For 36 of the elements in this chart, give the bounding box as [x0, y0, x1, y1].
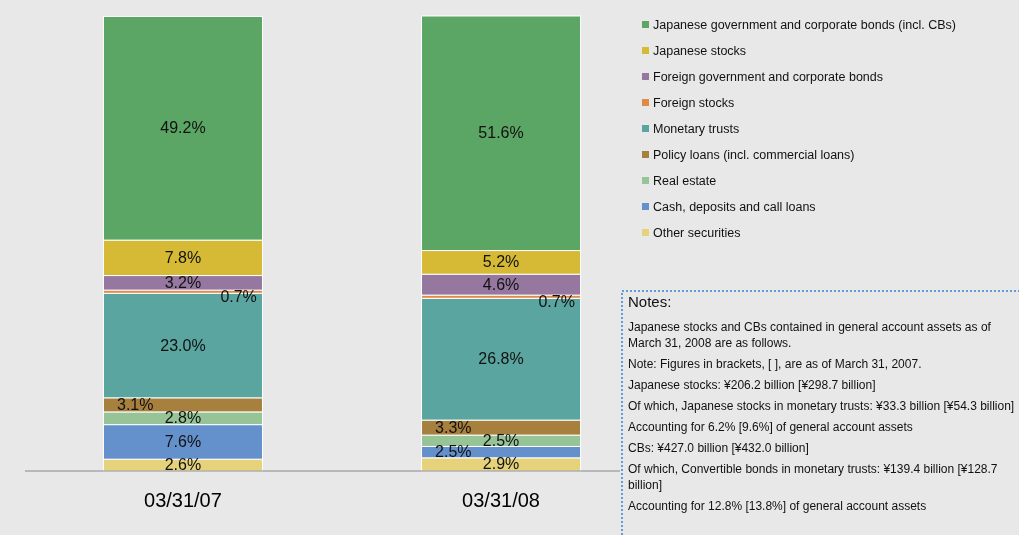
legend-label: Other securities: [653, 226, 741, 240]
legend-label: Real estate: [653, 174, 717, 188]
legend-label: Foreign stocks: [653, 96, 735, 110]
text: Of which, Convertible bonds in monetary trusts: ¥139.4 billion [¥128.7 billion]: [628, 462, 998, 492]
data-label: 51.6%: [478, 124, 524, 142]
x-tick-label: 03/31/08: [462, 489, 540, 511]
text: Note: Figures in brackets, [ ], are as of March 31, 2007.: [628, 357, 922, 371]
data-label: 2.9%: [482, 455, 520, 473]
legend-label: Japanese government and corporate bonds (incl. CBs): [653, 18, 956, 32]
data-label: 7.8%: [164, 248, 202, 266]
text: Accounting for 6.2% [9.6%] of general account assets: [628, 420, 913, 434]
data-label: 5.2%: [482, 253, 520, 271]
x-tick-label: 03/31/07: [144, 489, 222, 511]
data-label: 2.6%: [164, 456, 202, 474]
text: Notes:: [628, 293, 672, 310]
data-label: 4.6%: [482, 275, 520, 293]
data-label: 2.8%: [164, 409, 202, 427]
legend-label: Policy loans (incl. commercial loans): [653, 148, 855, 162]
data-label: 2.5%: [435, 443, 472, 461]
legend-label: Japanese stocks: [653, 44, 747, 58]
text: CBs: ¥427.0 billion [¥432.0 billion]: [628, 441, 809, 455]
data-label: 2.5%: [482, 431, 520, 449]
data-label: 3.1%: [117, 395, 154, 413]
text: Of which, Japanese stocks in monetary trusts: ¥33.3 billion [¥54.3 billion]: [628, 399, 1015, 413]
legend-label: Monetary trusts: [653, 122, 740, 136]
data-label: 3.3%: [435, 418, 472, 436]
data-label: 7.6%: [164, 432, 202, 450]
text: Japanese stocks: ¥206.2 billion [¥298.7 billion]: [628, 378, 876, 392]
data-label: 23.0%: [160, 336, 206, 354]
text: Accounting for 12.8% [13.8%] of general account assets: [628, 499, 927, 513]
legend-label: Foreign government and corporate bonds: [653, 70, 884, 84]
data-label: 26.8%: [478, 350, 524, 368]
data-label: 49.2%: [160, 119, 206, 137]
text: Japanese stocks and CBs contained in general account assets as of March 31, 2008 are as follows.: [628, 320, 992, 350]
data-label: 3.2%: [164, 273, 202, 291]
legend-label: Cash, deposits and call loans: [653, 200, 816, 214]
